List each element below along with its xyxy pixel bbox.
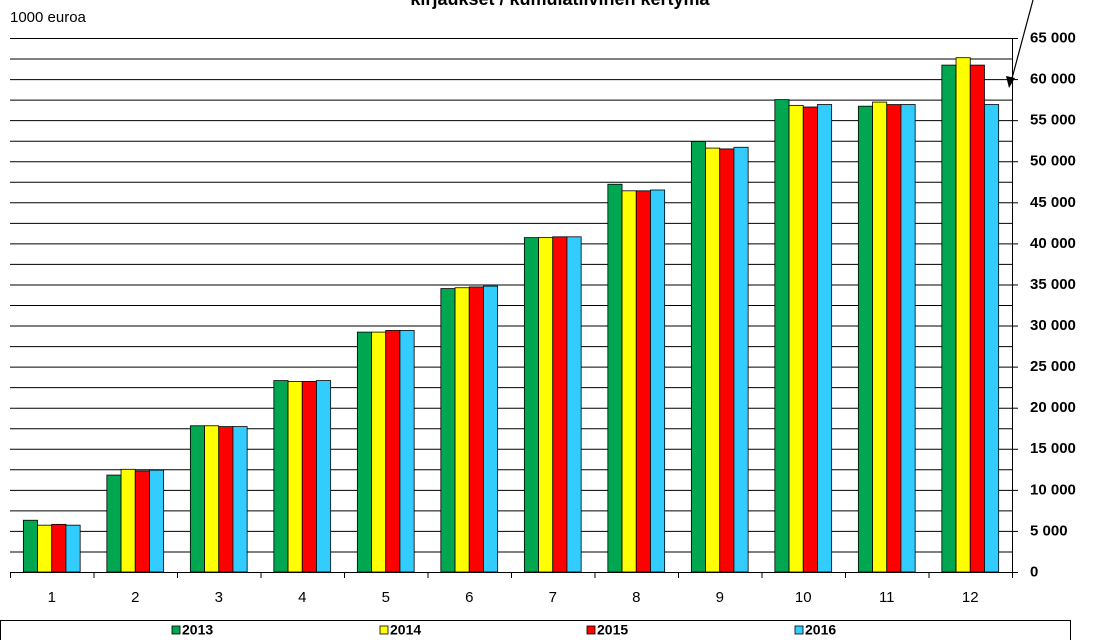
bar bbox=[22, 519, 38, 573]
x-tick-label: 10 bbox=[795, 589, 812, 606]
legend-label: 2016 bbox=[805, 622, 836, 638]
bar bbox=[621, 190, 637, 573]
bar bbox=[607, 183, 623, 573]
bar bbox=[705, 147, 721, 573]
bar bbox=[273, 380, 289, 573]
y-tick-label: 60 000 bbox=[1030, 71, 1076, 88]
bar bbox=[134, 470, 150, 573]
bar bbox=[719, 148, 735, 573]
bar bbox=[483, 285, 499, 573]
arrow-head bbox=[1006, 76, 1015, 88]
bar bbox=[37, 524, 53, 573]
legend-box bbox=[0, 620, 1071, 640]
y-tick-label: 10 000 bbox=[1030, 481, 1076, 498]
x-tick-label: 3 bbox=[215, 589, 223, 606]
x-tick-label: 4 bbox=[298, 589, 306, 606]
bar bbox=[941, 64, 957, 573]
bar bbox=[106, 474, 122, 573]
bar bbox=[316, 380, 332, 573]
x-tick-label: 5 bbox=[382, 589, 390, 606]
bar bbox=[538, 237, 554, 573]
legend-swatch bbox=[794, 625, 804, 635]
legend-swatch bbox=[379, 625, 389, 635]
bar bbox=[635, 190, 651, 573]
bar bbox=[399, 330, 415, 573]
y-tick-label: 35 000 bbox=[1030, 276, 1076, 293]
bar bbox=[287, 381, 303, 573]
x-tick-label: 11 bbox=[879, 589, 895, 606]
bar bbox=[690, 141, 706, 573]
y-tick-label: 40 000 bbox=[1030, 235, 1076, 252]
legend-label: 2013 bbox=[182, 622, 213, 638]
y-tick-label: 0 bbox=[1030, 563, 1038, 580]
legend-label: 2014 bbox=[390, 622, 421, 638]
bar bbox=[301, 381, 317, 573]
bar bbox=[969, 64, 985, 573]
bar bbox=[984, 104, 1000, 573]
x-tick-label: 1 bbox=[48, 589, 56, 606]
bar bbox=[440, 288, 456, 573]
bar bbox=[566, 236, 582, 573]
bar bbox=[149, 469, 165, 573]
bar bbox=[65, 524, 81, 573]
bar bbox=[454, 287, 470, 573]
y-tick-label: 55 000 bbox=[1030, 112, 1076, 129]
bar bbox=[900, 104, 916, 573]
legend-swatch bbox=[586, 625, 596, 635]
bar bbox=[802, 106, 818, 573]
bar bbox=[872, 101, 888, 573]
bar bbox=[189, 425, 205, 573]
legend-swatch bbox=[171, 625, 181, 635]
bar bbox=[886, 104, 902, 573]
annotation-arrow bbox=[1010, 0, 1034, 83]
x-tick-label: 6 bbox=[465, 589, 473, 606]
bar bbox=[204, 425, 220, 573]
x-tick-label: 8 bbox=[632, 589, 640, 606]
bar bbox=[385, 330, 401, 573]
y-tick-label: 5 000 bbox=[1030, 522, 1068, 539]
chart-title: kirjaukset / kumulatiivinen kertymä bbox=[410, 0, 710, 9]
bar bbox=[788, 104, 804, 573]
bar bbox=[371, 331, 387, 573]
y-tick-label: 65 000 bbox=[1030, 29, 1076, 46]
bar bbox=[650, 189, 666, 573]
y-tick-label: 25 000 bbox=[1030, 358, 1076, 375]
bar bbox=[857, 105, 873, 573]
y-tick-label: 15 000 bbox=[1030, 440, 1076, 457]
x-tick-label: 2 bbox=[131, 589, 139, 606]
bar bbox=[523, 237, 539, 573]
x-tick-label: 7 bbox=[549, 589, 557, 606]
bar bbox=[218, 426, 234, 573]
bar bbox=[356, 331, 372, 573]
y-tick-label: 50 000 bbox=[1030, 153, 1076, 170]
bar bbox=[817, 104, 833, 573]
legend-label: 2015 bbox=[597, 622, 628, 638]
y-tick-label: 30 000 bbox=[1030, 317, 1076, 334]
y-tick-label: 20 000 bbox=[1030, 399, 1076, 416]
bar bbox=[468, 286, 484, 573]
bar bbox=[955, 57, 971, 573]
y-tick-label: 45 000 bbox=[1030, 194, 1076, 211]
bar bbox=[733, 146, 749, 573]
bar bbox=[774, 99, 790, 573]
y-axis-label: 1000 euroa bbox=[10, 9, 87, 26]
bar bbox=[232, 426, 248, 573]
bar bbox=[552, 236, 568, 573]
bar bbox=[51, 523, 67, 573]
x-tick-label: 12 bbox=[962, 589, 979, 606]
bar bbox=[120, 468, 136, 573]
x-tick-label: 9 bbox=[716, 589, 724, 606]
